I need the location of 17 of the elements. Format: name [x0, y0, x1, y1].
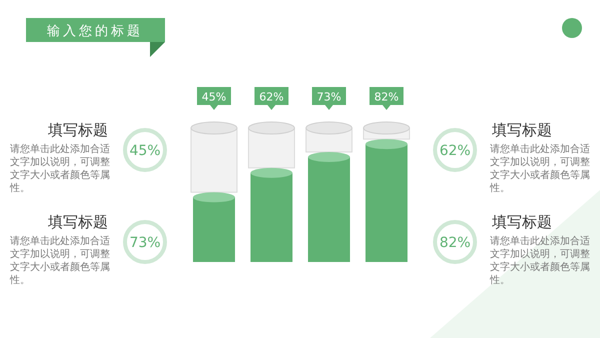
data-label: 73%: [316, 90, 342, 104]
text: 填写标题: [47, 213, 108, 231]
text: 请您单击此处添加合适文字加以说明，可调整文字大小或者颜色等属性。: [489, 143, 590, 194]
text: 62%: [439, 143, 471, 159]
data-label: 45%: [202, 90, 226, 104]
text: 请您单击此处添加合适文字加以说明，可调整文字大小或者颜色等属性。: [9, 235, 110, 286]
data-label: 82%: [374, 90, 399, 104]
text: 填写标题: [47, 121, 108, 139]
text: 请您单击此处添加合适文字加以说明，可调整文字大小或者颜色等属性。: [9, 143, 110, 194]
text: 填写标题: [491, 121, 552, 139]
text: 填写标题: [491, 213, 552, 231]
chart-title: 输入您的标题: [47, 24, 143, 39]
text: 82%: [439, 235, 471, 251]
text: 45%: [129, 143, 161, 159]
text: 73%: [129, 235, 161, 251]
data-label: 62%: [259, 90, 284, 104]
text: 请您单击此处添加合适文字加以说明，可调整文字大小或者颜色等属性。: [489, 235, 590, 286]
